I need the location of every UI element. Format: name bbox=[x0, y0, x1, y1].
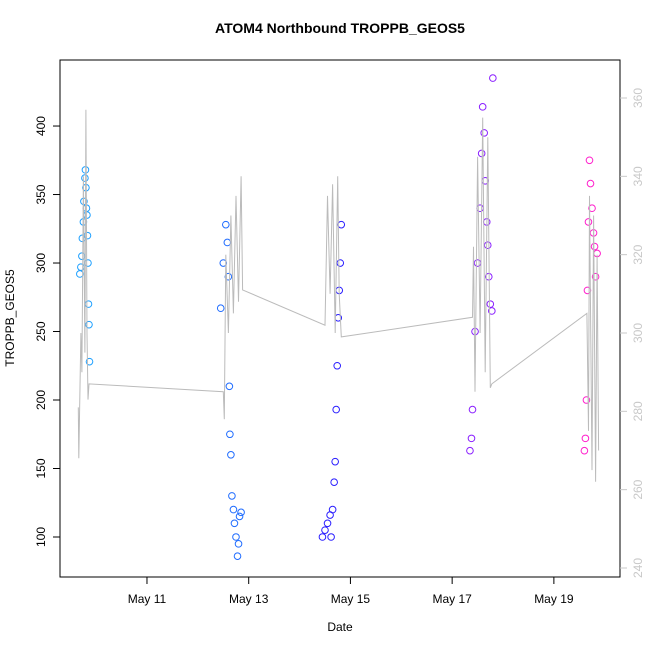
point bbox=[580, 446, 589, 455]
x-tick-label: May 11 bbox=[128, 592, 167, 606]
point bbox=[216, 304, 225, 313]
y-axis-label: TROPPB_GEOS5 bbox=[3, 269, 17, 367]
y2-tick-label: 320 bbox=[631, 244, 645, 264]
point bbox=[331, 457, 339, 466]
x-tick-label: May 13 bbox=[229, 592, 269, 606]
point bbox=[327, 533, 335, 541]
point bbox=[227, 451, 235, 459]
point bbox=[328, 505, 337, 514]
x-axis-label: Date bbox=[327, 620, 353, 634]
point bbox=[332, 405, 340, 414]
point bbox=[230, 519, 239, 528]
point bbox=[583, 286, 592, 295]
point bbox=[232, 533, 240, 541]
y-tick-label: 200 bbox=[34, 390, 48, 410]
y-tick-label: 400 bbox=[34, 116, 48, 136]
chart-title: ATOM4 Northbound TROPPB_GEOS5 bbox=[215, 20, 465, 36]
point bbox=[226, 430, 234, 439]
point bbox=[85, 357, 94, 366]
point bbox=[330, 478, 338, 487]
point bbox=[237, 508, 245, 517]
point bbox=[85, 320, 93, 329]
point bbox=[466, 446, 474, 455]
point bbox=[223, 238, 232, 247]
plot-box bbox=[59, 59, 621, 578]
point bbox=[224, 272, 233, 281]
point bbox=[225, 382, 234, 391]
point bbox=[81, 174, 89, 182]
point bbox=[467, 434, 476, 443]
y2-tick-label: 240 bbox=[631, 558, 645, 578]
point bbox=[234, 540, 243, 548]
y2-tick-label: 260 bbox=[631, 479, 645, 499]
point bbox=[588, 204, 596, 213]
point bbox=[489, 74, 497, 82]
y-tick-label: 350 bbox=[34, 184, 48, 204]
y2-tick-label: 340 bbox=[631, 166, 645, 186]
point bbox=[235, 512, 244, 521]
point bbox=[228, 492, 236, 500]
point bbox=[333, 361, 342, 370]
y2-tick-label: 280 bbox=[631, 401, 645, 421]
point bbox=[585, 156, 594, 165]
point bbox=[233, 552, 242, 560]
y2-line bbox=[77, 109, 600, 482]
point bbox=[581, 434, 590, 443]
point bbox=[591, 272, 600, 281]
y-tick-label: 250 bbox=[34, 321, 48, 341]
point bbox=[84, 259, 92, 267]
y-tick-label: 100 bbox=[34, 527, 48, 547]
point bbox=[584, 218, 593, 226]
point bbox=[478, 103, 487, 111]
point bbox=[323, 519, 332, 528]
point bbox=[337, 220, 346, 229]
point bbox=[486, 300, 495, 308]
point bbox=[222, 220, 230, 229]
x-tick-label: May 15 bbox=[331, 592, 371, 606]
y-tick-label: 300 bbox=[34, 253, 48, 273]
point bbox=[488, 307, 496, 315]
x-tick-label: May 19 bbox=[534, 592, 574, 606]
x-tick-label: May 17 bbox=[432, 592, 472, 606]
point bbox=[84, 300, 93, 308]
point bbox=[229, 505, 238, 514]
y-tick-label: 150 bbox=[34, 458, 48, 478]
point bbox=[483, 241, 492, 250]
point bbox=[471, 327, 479, 336]
point bbox=[582, 396, 591, 404]
point bbox=[321, 526, 329, 534]
y2-tick-label: 300 bbox=[631, 323, 645, 343]
point bbox=[590, 242, 599, 251]
point bbox=[336, 259, 345, 267]
point bbox=[83, 211, 91, 219]
point bbox=[468, 405, 477, 414]
y2-tick-label: 360 bbox=[631, 88, 645, 108]
point bbox=[318, 533, 327, 541]
point bbox=[477, 149, 486, 158]
point bbox=[480, 129, 488, 137]
point bbox=[473, 259, 482, 267]
point bbox=[586, 179, 595, 188]
